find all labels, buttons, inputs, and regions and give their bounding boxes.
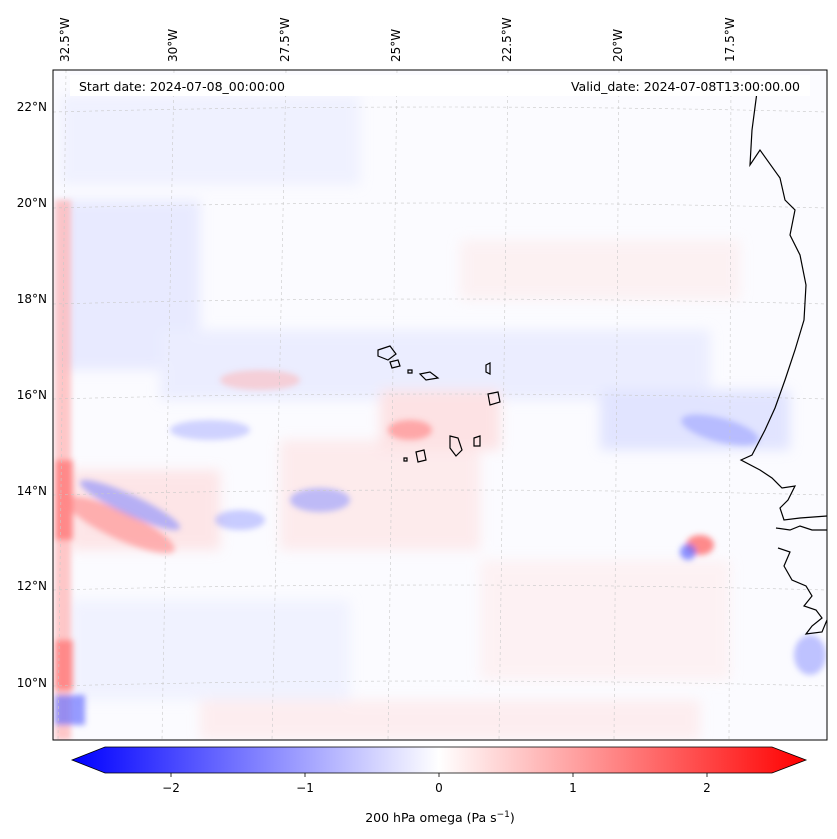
map-frame [52, 69, 828, 741]
lon-label-22-5w: 22.5°W [500, 17, 514, 62]
lat-label-10n: 10°N [17, 676, 47, 690]
colorbar-tick-1: 1 [569, 781, 577, 795]
colorbar-bar [70, 746, 808, 774]
colorbar: −2 −1 0 1 2 200 hPa omega (Pa s−1) [70, 746, 808, 825]
lat-label-18n: 18°N [17, 292, 47, 306]
gridlines [53, 70, 827, 740]
lat-label-12n: 12°N [17, 579, 47, 593]
colorbar-tick-neg1: −1 [296, 781, 314, 795]
header-box [70, 75, 810, 96]
valid-date-label: Valid_date: 2024-07-08T13:00:00.00 [571, 79, 800, 94]
map-panel: Start date: 2024-07-08_00:00:00 Valid_da… [52, 69, 828, 741]
colorbar-tick-0: 0 [435, 781, 443, 795]
lon-label-25w: 25°W [389, 29, 403, 62]
lon-label-20w: 20°W [611, 29, 625, 62]
omega-field [53, 70, 827, 740]
lon-label-30w: 30°W [166, 29, 180, 62]
lat-label-14n: 14°N [17, 484, 47, 498]
latitude-labels: 22°N 20°N 18°N 16°N 14°N 12°N 10°N [17, 100, 47, 690]
coastlines [377, 91, 827, 635]
longitude-labels: 32.5°W 30°W 27.5°W 25°W 22.5°W 20°W 17.5… [58, 17, 737, 62]
colorbar-ticks [170, 773, 708, 777]
lat-label-20n: 20°N [17, 196, 47, 210]
start-date-label: Start date: 2024-07-08_00:00:00 [79, 79, 285, 94]
colorbar-tick-2: 2 [703, 781, 711, 795]
lon-label-32-5w: 32.5°W [58, 17, 72, 62]
lat-label-22n: 22°N [17, 100, 47, 114]
colorbar-tick-neg2: −2 [162, 781, 180, 795]
lon-label-27-5w: 27.5°W [278, 17, 292, 62]
lon-label-17-5w: 17.5°W [723, 17, 737, 62]
lat-label-16n: 16°N [17, 388, 47, 402]
colorbar-label: 200 hPa omega (Pa s−1) [365, 810, 515, 825]
